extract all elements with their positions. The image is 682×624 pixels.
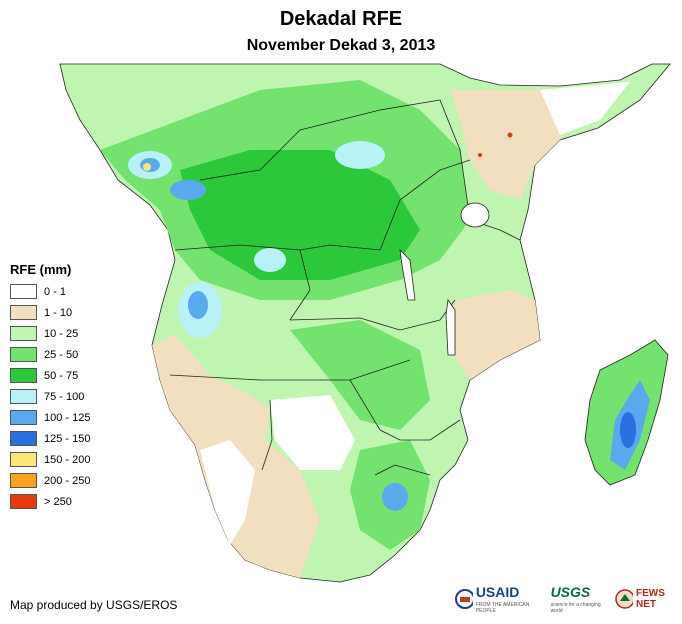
legend-item: 1 - 10	[10, 302, 90, 323]
legend-label: 25 - 50	[44, 348, 79, 361]
legend-label: > 250	[44, 495, 72, 508]
legend-label: 100 - 125	[44, 411, 91, 424]
heavy-rain-angola-core	[188, 291, 208, 319]
legend-label: 125 - 150	[44, 432, 91, 445]
madagascar-very-heavy-rain	[620, 412, 636, 448]
legend-item: 150 - 200	[10, 449, 90, 470]
legend-swatch	[10, 368, 37, 383]
fews-globe-icon	[615, 589, 634, 609]
lake-malawi	[445, 298, 456, 356]
map-credit: Map produced by USGS/EROS	[10, 598, 178, 612]
country-borders	[169, 99, 521, 476]
legend-item: 50 - 75	[10, 365, 90, 386]
heavy-rain-gabon	[170, 180, 206, 200]
heavy-rain-south-africa	[382, 483, 408, 511]
heavy-rain-zambia	[254, 248, 286, 272]
extreme-rain-cameroon	[143, 163, 151, 171]
legend-item: > 250	[10, 491, 90, 512]
usaid-tagline: FROM THE AMERICAN PEOPLE	[475, 602, 530, 614]
legend-item: 0 - 1	[10, 281, 90, 302]
legend-swatch	[10, 494, 37, 509]
legend-swatch	[10, 473, 37, 488]
legend-item: 10 - 25	[10, 323, 90, 344]
usgs-tagline: science for a changing world	[550, 602, 601, 614]
very-wet-belt	[180, 150, 420, 280]
legend-item: 200 - 250	[10, 470, 90, 491]
legend-label: 10 - 25	[44, 327, 79, 340]
usaid-seal-icon	[455, 589, 473, 609]
arid-area-somalia	[540, 82, 630, 135]
dry-area-east	[450, 290, 540, 380]
arid-area-namib	[200, 440, 255, 545]
usaid-logo: USAID FROM THE AMERICAN PEOPLE	[455, 584, 543, 614]
legend-swatch	[10, 389, 37, 404]
legend-item: 75 - 100	[10, 386, 90, 407]
legend-label: 1 - 10	[44, 306, 73, 319]
legend-swatch	[10, 431, 37, 446]
legend-label: 0 - 1	[44, 285, 67, 298]
legend: RFE (mm) 0 - 1 1 - 10 10 - 25 25 - 50 50…	[10, 262, 90, 512]
usgs-logo: USGS science for a changing world	[551, 584, 608, 614]
extreme-rain-kenya	[478, 153, 482, 157]
legend-swatch	[10, 347, 37, 362]
legend-swatch	[10, 410, 37, 425]
heavy-rain-congo	[335, 141, 385, 169]
legend-label: 75 - 100	[44, 390, 85, 403]
legend-item: 25 - 50	[10, 344, 90, 365]
legend-swatch	[10, 452, 37, 467]
legend-swatch	[10, 305, 37, 320]
usgs-text: USGS	[550, 584, 591, 600]
map-subtitle: November Dekad 3, 2013	[246, 37, 436, 54]
legend-swatch	[10, 326, 37, 341]
legend-label: 50 - 75	[44, 369, 79, 382]
legend-label: 150 - 200	[44, 453, 91, 466]
arid-area-kalahari	[270, 395, 355, 470]
extreme-rain-uganda	[507, 132, 513, 138]
usaid-text: USAID	[475, 584, 520, 600]
wet-belt-south	[290, 320, 430, 430]
legend-title: RFE (mm)	[10, 262, 72, 277]
lake-tanganyika	[399, 248, 416, 301]
fews-text: FEWS NET	[636, 588, 665, 610]
legend-swatch	[10, 284, 37, 299]
lake-victoria	[460, 202, 490, 228]
legend-item: 100 - 125	[10, 407, 90, 428]
map-title: Dekadal RFE	[279, 8, 403, 30]
fews-net-logo: FEWS NET	[615, 588, 682, 610]
legend-label: 200 - 250	[44, 474, 91, 487]
agency-logos: USAID FROM THE AMERICAN PEOPLE USGS scie…	[455, 584, 682, 614]
legend-item: 125 - 150	[10, 428, 90, 449]
